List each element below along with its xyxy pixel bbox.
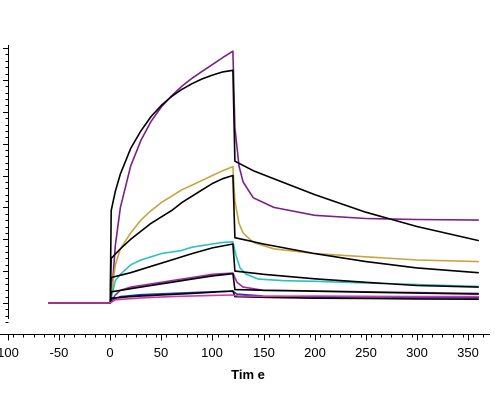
fit-curve-line: [48, 290, 479, 304]
response-curve-line: [48, 294, 479, 304]
plot-area: [48, 50, 479, 304]
x-tick-label: 100: [201, 345, 223, 360]
fit-curve-line: [48, 69, 479, 304]
x-axis-title: Tim e: [231, 367, 265, 382]
response-curve-line: [48, 241, 479, 304]
x-tick-label: 50: [154, 345, 168, 360]
fit-curve-line: [48, 272, 479, 304]
response-curve-line: [48, 50, 479, 304]
response-curve-line: [48, 165, 479, 304]
x-tick-label: 0: [106, 345, 113, 360]
y-axis: [3, 44, 9, 323]
fit-curve-line: [48, 243, 479, 304]
x-tick-label: 200: [304, 345, 326, 360]
x-tick-label: 350: [457, 345, 479, 360]
x-axis: 100 -50 0 50 100 150 200 250 300 350: [0, 334, 490, 360]
x-tick-label: 150: [253, 345, 275, 360]
x-tick-label: -50: [50, 345, 69, 360]
x-tick-label: 300: [406, 345, 428, 360]
fit-curve-line: [48, 174, 479, 304]
x-tick-label: 250: [355, 345, 377, 360]
x-tick-label: 100: [0, 345, 19, 360]
